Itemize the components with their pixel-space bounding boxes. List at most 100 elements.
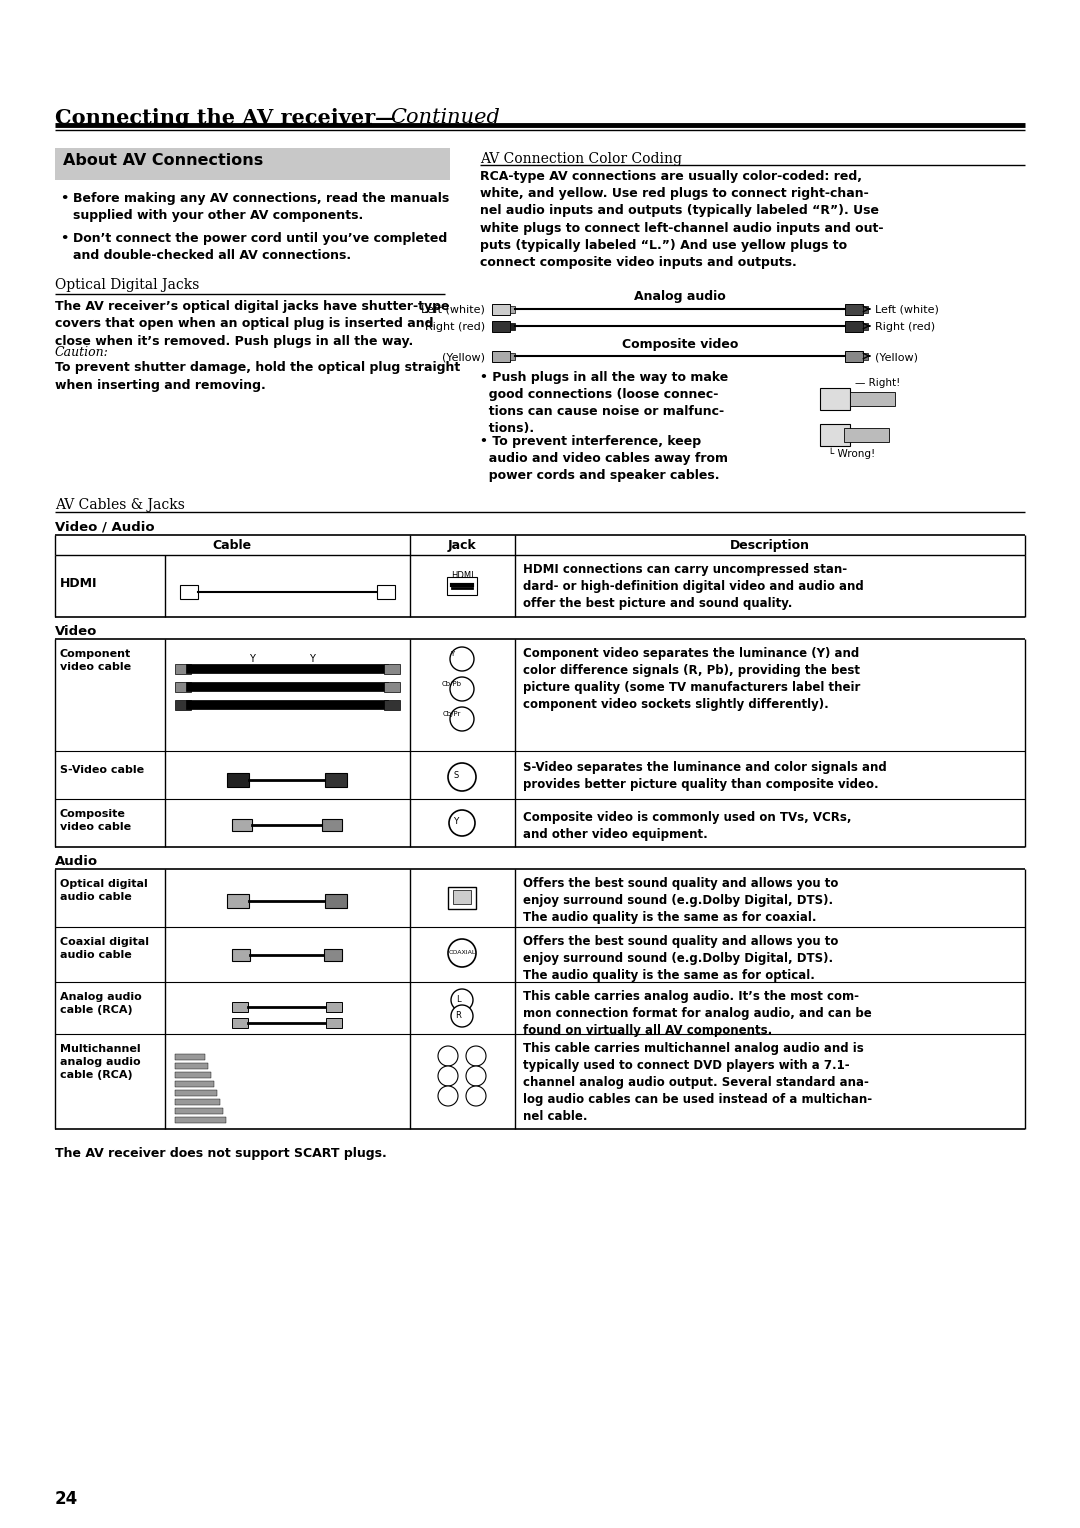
Text: Before making any AV connections, read the manuals
supplied with your other AV c: Before making any AV connections, read t… xyxy=(73,193,449,222)
Circle shape xyxy=(450,707,474,730)
Text: Pb/Cb: Pb/Cb xyxy=(237,681,261,691)
Bar xyxy=(863,322,868,330)
Circle shape xyxy=(450,646,474,671)
Text: S: S xyxy=(454,772,459,779)
Text: — Right!: — Right! xyxy=(855,377,901,388)
Bar xyxy=(326,1002,342,1012)
Bar xyxy=(227,894,249,908)
Text: Analog audio
cable (RCA): Analog audio cable (RCA) xyxy=(60,992,141,1015)
Text: • Push plugs in all the way to make
  good connections (loose connec-
  tions ca: • Push plugs in all the way to make good… xyxy=(480,371,728,435)
Text: Y: Y xyxy=(249,654,255,665)
Bar xyxy=(384,700,400,711)
Text: Audio: Audio xyxy=(55,856,98,868)
Bar xyxy=(175,1080,214,1086)
Text: •: • xyxy=(60,193,68,205)
Circle shape xyxy=(465,1086,486,1106)
Circle shape xyxy=(448,762,476,792)
Text: Offers the best sound quality and allows you to
enjoy surround sound (e.g.Dolby : Offers the best sound quality and allows… xyxy=(523,877,838,924)
Text: Pr/Cr: Pr/Cr xyxy=(305,700,326,709)
Text: Composite video is commonly used on TVs, VCRs,
and other video equipment.: Composite video is commonly used on TVs,… xyxy=(523,811,851,840)
Bar xyxy=(175,1073,211,1077)
Bar xyxy=(232,949,249,961)
Text: HDMI: HDMI xyxy=(450,571,473,581)
Circle shape xyxy=(451,1005,473,1027)
Text: (Yellow): (Yellow) xyxy=(442,351,485,362)
Bar xyxy=(384,665,400,674)
Text: Cb/Pb: Cb/Pb xyxy=(442,681,462,688)
Text: AV Cables & Jacks: AV Cables & Jacks xyxy=(55,498,185,512)
Text: Video / Audio: Video / Audio xyxy=(55,520,154,533)
Text: Y: Y xyxy=(454,817,459,827)
Bar xyxy=(453,889,471,905)
Text: Analog audio: Analog audio xyxy=(634,290,726,303)
Bar xyxy=(845,304,863,315)
Text: Video: Video xyxy=(55,625,97,639)
Bar xyxy=(180,585,198,599)
Circle shape xyxy=(450,677,474,701)
Bar xyxy=(863,353,868,361)
Circle shape xyxy=(438,1047,458,1067)
Circle shape xyxy=(465,1067,486,1086)
Text: Right (red): Right (red) xyxy=(875,322,935,332)
Text: AV Connection Color Coding: AV Connection Color Coding xyxy=(480,151,681,167)
Text: Left (white): Left (white) xyxy=(421,306,485,315)
Bar xyxy=(850,393,895,406)
Text: Continued: Continued xyxy=(390,108,500,127)
Bar xyxy=(175,1117,226,1123)
Bar xyxy=(510,322,515,330)
Text: Y: Y xyxy=(450,651,454,657)
Text: Optical digital
audio cable: Optical digital audio cable xyxy=(60,879,148,902)
Text: • To prevent interference, keep
  audio and video cables away from
  power cords: • To prevent interference, keep audio an… xyxy=(480,435,728,481)
Circle shape xyxy=(449,810,475,836)
Text: Component
video cable: Component video cable xyxy=(60,649,132,672)
Circle shape xyxy=(451,989,473,1012)
Text: To prevent shutter damage, hold the optical plug straight
when inserting and rem: To prevent shutter damage, hold the opti… xyxy=(55,361,460,391)
Text: S-Video separates the luminance and color signals and
provides better picture qu: S-Video separates the luminance and colo… xyxy=(523,761,887,792)
Text: (Yellow): (Yellow) xyxy=(875,351,918,362)
Text: About AV Connections: About AV Connections xyxy=(63,153,264,168)
Circle shape xyxy=(465,1047,486,1067)
Bar xyxy=(377,585,395,599)
Text: Cable: Cable xyxy=(213,539,252,552)
Bar xyxy=(492,351,510,362)
Circle shape xyxy=(438,1067,458,1086)
Text: 24: 24 xyxy=(55,1490,78,1508)
Bar xyxy=(448,886,476,909)
Text: Composite video: Composite video xyxy=(622,338,739,351)
Text: Pb/Cb: Pb/Cb xyxy=(305,681,329,691)
Text: The AV receiver does not support SCART plugs.: The AV receiver does not support SCART p… xyxy=(55,1148,387,1160)
Text: RCA-type AV connections are usually color-coded: red,
white, and yellow. Use red: RCA-type AV connections are usually colo… xyxy=(480,170,883,269)
Text: Right (red): Right (red) xyxy=(424,322,485,332)
Text: Coaxial digital
audio cable: Coaxial digital audio cable xyxy=(60,937,149,960)
Text: Multichannel
analog audio
cable (RCA): Multichannel analog audio cable (RCA) xyxy=(60,1044,140,1080)
Bar xyxy=(820,423,850,446)
Bar xyxy=(175,681,191,692)
Bar xyxy=(325,894,347,908)
Bar xyxy=(232,819,252,831)
Bar xyxy=(227,773,249,787)
Bar xyxy=(845,321,863,332)
Bar xyxy=(175,1108,222,1114)
Text: S-Video cable: S-Video cable xyxy=(60,766,144,775)
Text: Jack: Jack xyxy=(447,539,476,552)
Bar xyxy=(384,681,400,692)
Text: Offers the best sound quality and allows you to
enjoy surround sound (e.g.Dolby : Offers the best sound quality and allows… xyxy=(523,935,838,983)
Text: └ Wrong!: └ Wrong! xyxy=(828,448,875,460)
Bar xyxy=(845,351,863,362)
Bar xyxy=(325,773,347,787)
Bar xyxy=(324,949,342,961)
Bar xyxy=(510,306,515,313)
Circle shape xyxy=(448,940,476,967)
Text: This cable carries multichannel analog audio and is
typically used to connect DV: This cable carries multichannel analog a… xyxy=(523,1042,873,1123)
Text: —: — xyxy=(375,108,396,128)
Text: Caution:: Caution: xyxy=(55,345,109,359)
Bar xyxy=(232,1018,248,1028)
Text: Composite
video cable: Composite video cable xyxy=(60,808,131,833)
Bar xyxy=(55,148,450,180)
Bar xyxy=(232,1002,248,1012)
Text: This cable carries analog audio. It’s the most com-
mon connection format for an: This cable carries analog audio. It’s th… xyxy=(523,990,872,1038)
Bar xyxy=(175,665,191,674)
Bar xyxy=(510,353,515,361)
Text: COAXIAL: COAXIAL xyxy=(448,950,475,955)
Bar xyxy=(175,700,191,711)
